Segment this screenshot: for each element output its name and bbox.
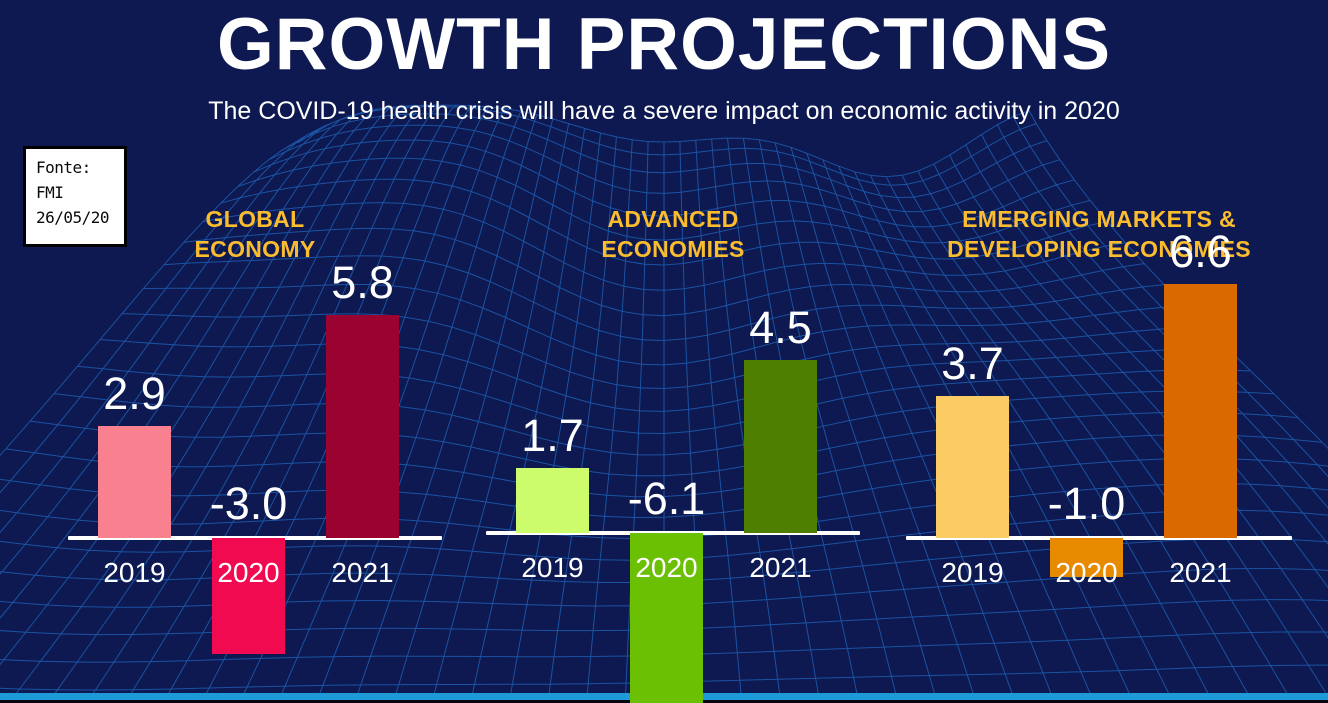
- source-box: Fonte: FMI 26/05/20: [23, 146, 127, 247]
- bar-value-label: -3.0: [209, 478, 288, 529]
- year-label-2020: 2020: [217, 557, 280, 588]
- panel-title-3: EMERGING MARKETS & DEVELOPING ECONOMIES: [898, 204, 1300, 264]
- year-label-2021: 2021: [1169, 557, 1232, 588]
- year-label-2019: 2019: [521, 552, 584, 583]
- bar-2019: [936, 395, 1009, 538]
- panel-title-line: ECONOMY: [194, 236, 316, 262]
- year-label-2021: 2021: [749, 552, 812, 583]
- bar-2020: [1050, 538, 1123, 577]
- bar-value-label: -6.1: [627, 473, 706, 524]
- panel-plot-1: 2.9 2019 -3.0 2020 5.8 2021: [60, 0, 450, 703]
- year-label-2019: 2019: [941, 557, 1004, 588]
- bar-value-label: 5.8: [331, 256, 394, 308]
- bar-2020: [212, 538, 285, 654]
- source-label: Fonte:: [36, 158, 91, 177]
- page-subtitle: The COVID-19 health crisis will have a s…: [208, 97, 1120, 125]
- source-organization: FMI: [36, 183, 64, 202]
- panel-title-line: GLOBAL: [205, 206, 305, 232]
- bar-2020: [630, 533, 703, 703]
- bar-2021: [744, 359, 817, 533]
- page-title: GROWTH PROJECTIONS: [216, 4, 1112, 85]
- year-label-2020: 2020: [1055, 557, 1118, 588]
- year-label-2020: 2020: [635, 552, 698, 583]
- bar-value-label: 3.7: [941, 337, 1004, 389]
- panel-title-line: DEVELOPING ECONOMIES: [947, 236, 1251, 262]
- panel-title-line: ECONOMIES: [601, 236, 745, 262]
- bar-value-label: -1.0: [1047, 478, 1126, 529]
- year-label-2019: 2019: [103, 557, 166, 588]
- year-label-2021: 2021: [331, 557, 394, 588]
- bar-value-label: 4.5: [749, 301, 812, 353]
- bar-2019: [516, 467, 589, 533]
- bar-2021: [326, 314, 399, 538]
- bar-value-label: 6.6: [1169, 225, 1232, 277]
- panel-title-line: EMERGING MARKETS &: [962, 206, 1236, 232]
- panel-title-2: ADVANCED ECONOMIES: [478, 204, 868, 264]
- bar-2021: [1164, 283, 1237, 538]
- source-date: 26/05/20: [36, 208, 110, 227]
- bar-2019: [98, 426, 171, 538]
- panel-plot-2: 1.7 2019 -6.1 2020 4.5 2021: [478, 0, 868, 703]
- panel-plot-3: 3.7 2019 -1.0 2020 6.6 2021: [898, 0, 1300, 703]
- bar-value-label: 2.9: [103, 368, 166, 420]
- panel-title-line: ADVANCED: [607, 206, 739, 232]
- bar-value-label: 1.7: [521, 409, 584, 461]
- panel-title-1: GLOBAL ECONOMY: [60, 204, 450, 264]
